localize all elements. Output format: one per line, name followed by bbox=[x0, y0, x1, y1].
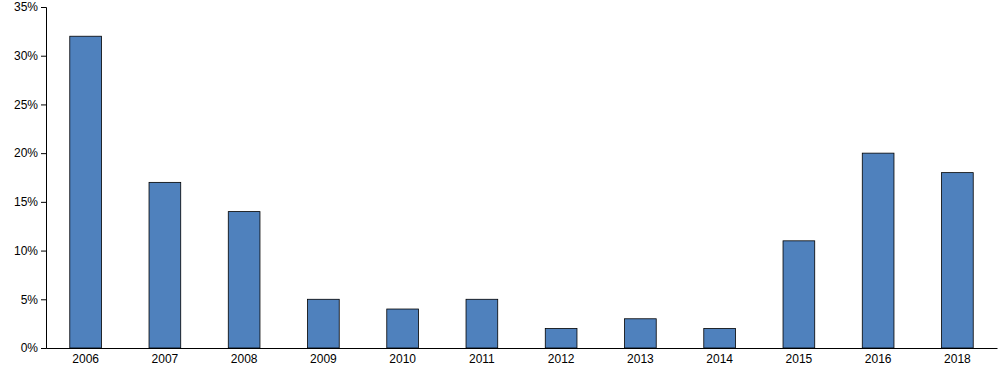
y-axis-line bbox=[41, 8, 47, 349]
bar bbox=[942, 173, 974, 348]
y-tick: 10% bbox=[14, 244, 46, 258]
x-tick-label: 2014 bbox=[706, 352, 733, 366]
x-tick-label: 2013 bbox=[627, 352, 654, 366]
y-tick: 35% bbox=[14, 0, 46, 14]
bar bbox=[704, 329, 736, 348]
x-tick-label: 2009 bbox=[310, 352, 337, 366]
x-tick: 2009 bbox=[310, 352, 337, 366]
chart: 0%5%10%15%20%25%30%35%200620072008200920… bbox=[0, 0, 1000, 370]
bar bbox=[545, 329, 577, 348]
x-tick-label: 2011 bbox=[469, 352, 495, 366]
x-tick: 2007 bbox=[152, 352, 179, 366]
x-tick: 2016 bbox=[865, 352, 892, 366]
y-tick-label: 10% bbox=[14, 244, 38, 258]
y-tick: 20% bbox=[14, 146, 46, 160]
y-tick-mark bbox=[41, 7, 46, 8]
x-tick: 2015 bbox=[786, 352, 813, 366]
x-tick-label: 2010 bbox=[389, 352, 416, 366]
y-tick: 30% bbox=[14, 49, 46, 63]
x-tick: 2014 bbox=[706, 352, 733, 366]
y-tick: 0% bbox=[21, 341, 46, 355]
bar bbox=[149, 182, 181, 348]
y-tick-label: 35% bbox=[14, 0, 38, 14]
y-tick: 5% bbox=[21, 293, 46, 307]
x-tick-label: 2007 bbox=[152, 352, 179, 366]
bar bbox=[783, 241, 815, 348]
y-tick: 15% bbox=[14, 195, 46, 209]
x-tick-label: 2016 bbox=[865, 352, 892, 366]
bar bbox=[308, 299, 340, 348]
bars bbox=[70, 36, 973, 348]
x-axis-line bbox=[47, 348, 998, 349]
x-axis: 2006 2007 2008 2009 2010 2011 2012 2013 2014 2015… bbox=[47, 349, 998, 366]
y-tick-label: 30% bbox=[14, 49, 38, 63]
x-tick: 2006 bbox=[72, 352, 99, 366]
x-tick: 2012 bbox=[548, 352, 575, 366]
bar bbox=[466, 299, 498, 348]
y-tick-label: 0% bbox=[21, 341, 39, 355]
x-tick: 2013 bbox=[627, 352, 654, 366]
y-tick-mark bbox=[41, 56, 46, 57]
y-tick: 25% bbox=[14, 98, 46, 112]
y-tick-mark bbox=[41, 153, 46, 154]
bar bbox=[228, 212, 260, 348]
x-tick: 2008 bbox=[231, 352, 258, 366]
x-tick: 2018 bbox=[944, 352, 971, 366]
bar bbox=[387, 309, 419, 348]
x-tick-label: 2008 bbox=[231, 352, 258, 366]
x-tick: 2010 bbox=[389, 352, 416, 366]
bar bbox=[70, 36, 102, 348]
y-tick-label: 15% bbox=[14, 195, 38, 209]
bar bbox=[862, 153, 894, 348]
y-tick-mark bbox=[41, 251, 46, 252]
y-axis: 0% 5% 10% 15% 20% 25% 30% 35% bbox=[14, 0, 47, 355]
x-tick-label: 2006 bbox=[72, 352, 99, 366]
y-tick-mark bbox=[41, 104, 46, 105]
plot: 0%5%10%15%20%25%30%35%200620072008200920… bbox=[14, 0, 998, 365]
x-tick-label: 2015 bbox=[786, 352, 813, 366]
bar bbox=[625, 319, 657, 348]
x-tick-label: 2012 bbox=[548, 352, 575, 366]
x-tick-label: 2018 bbox=[944, 352, 971, 366]
y-tick-mark bbox=[41, 348, 46, 349]
y-tick-mark bbox=[41, 299, 46, 300]
x-tick: 2011 bbox=[469, 352, 495, 366]
y-tick-label: 25% bbox=[14, 98, 38, 112]
y-tick-mark bbox=[41, 202, 46, 203]
y-tick-label: 20% bbox=[14, 146, 38, 160]
y-tick-label: 5% bbox=[21, 293, 39, 307]
